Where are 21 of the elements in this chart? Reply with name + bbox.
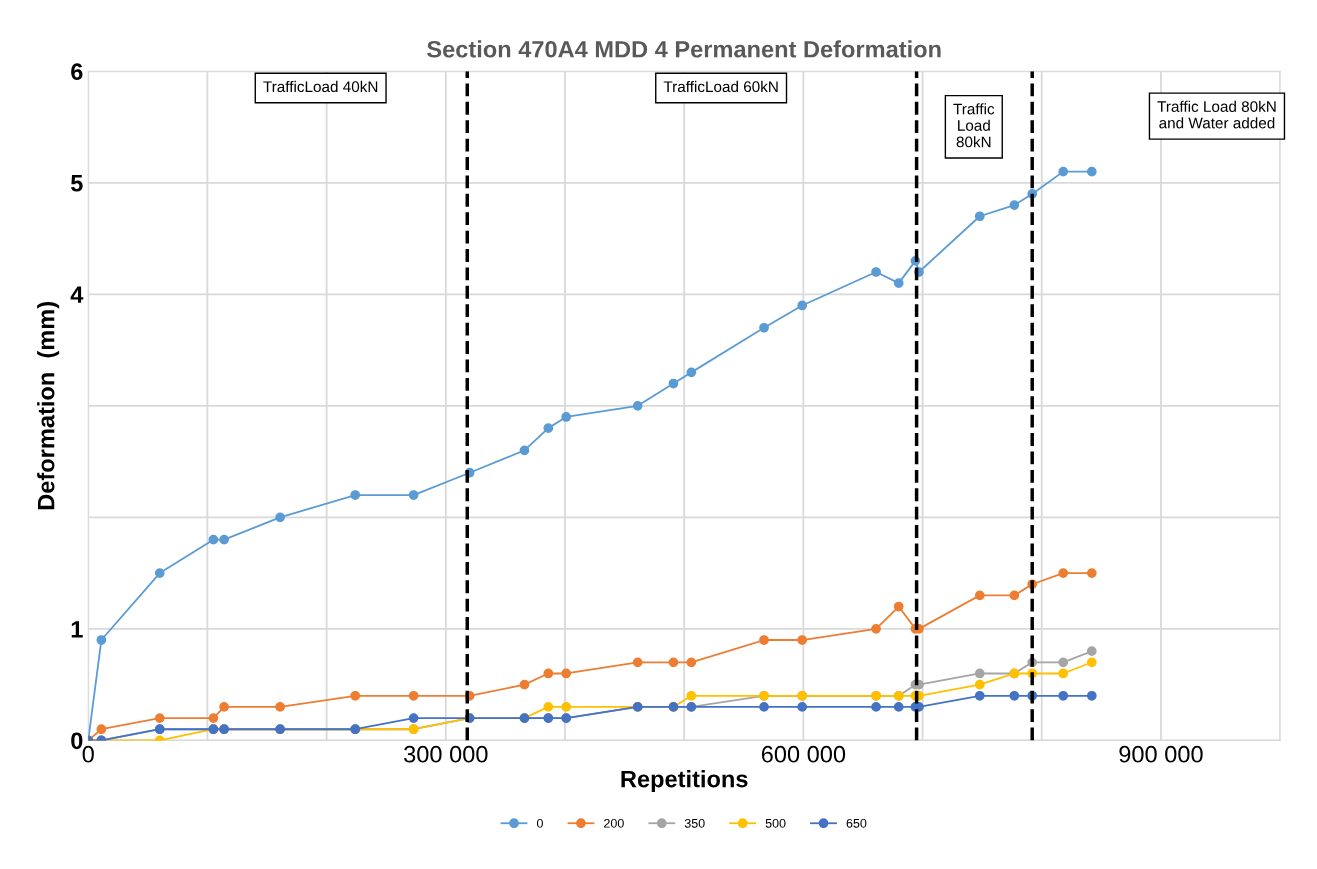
y-axis-title: Deformation (mm): [37, 302, 60, 510]
legend-label: 500: [765, 818, 786, 828]
x-tick-label: 300 000: [404, 745, 488, 763]
legend-label: 0: [536, 818, 543, 828]
annotation: Traffic Load 80kN: [953, 103, 995, 148]
y-tick-label: 5: [70, 175, 83, 192]
x-axis-title: Repetitions: [621, 770, 748, 793]
y-tick-label: 0: [71, 732, 83, 750]
x-tick-label: 0: [82, 745, 94, 763]
legend-label: 200: [604, 818, 624, 828]
y-tick-label: 6: [71, 63, 83, 81]
chart-title: Section 470A4 MDD 4 Permanent Deformation: [427, 40, 941, 58]
y-tick-label: 1: [71, 621, 83, 638]
annotation: TrafficLoad 40kN: [263, 80, 378, 93]
x-tick-label: 900 000: [1119, 745, 1203, 763]
legend-label: 650: [846, 818, 867, 828]
legend-label: 350: [684, 818, 705, 828]
y-tick-label: 4: [70, 286, 84, 303]
annotation: TrafficLoad 60kN: [663, 80, 778, 93]
annotation: Traffic Load 80kN and Water added: [1157, 100, 1276, 129]
x-tick-label: 600 000: [761, 745, 846, 763]
